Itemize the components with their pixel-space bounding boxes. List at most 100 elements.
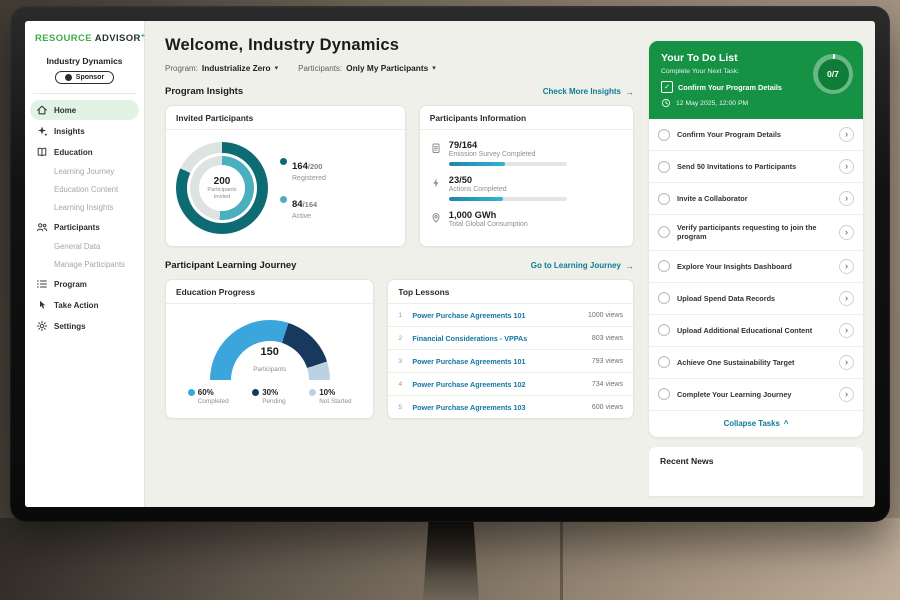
- stat-label: Actions Completed: [448, 186, 507, 193]
- task-list: Confirm Your Program Details › Send 50 I…: [649, 119, 863, 411]
- task-row[interactable]: Complete Your Learning Journey ›: [649, 379, 863, 411]
- sidebar-item-settings[interactable]: Settings: [30, 316, 139, 336]
- sidebar-item-program[interactable]: Program: [30, 274, 139, 294]
- sidebar-item-label: Program: [54, 279, 87, 289]
- donut-center-value: 200: [213, 175, 231, 187]
- sidebar-item-education[interactable]: Education: [30, 142, 139, 162]
- task-row[interactable]: Upload Additional Educational Content ›: [649, 315, 863, 347]
- stat-row-survey: 79/164 Emission Survey Completed: [430, 140, 623, 166]
- logo-resource: RESOURCE: [35, 33, 93, 44]
- sidebar-item-learning-insights[interactable]: Learning Insights: [30, 199, 139, 216]
- next-task-time: 12 May 2025, 12:00 PM: [661, 98, 801, 108]
- legend-item-registered: 164/200 Registered: [280, 156, 326, 182]
- legend-item-not-started: 10% Not Started: [309, 388, 352, 405]
- stat-row-consumption: 1,000 GWh Total Global Consumption: [430, 210, 623, 228]
- task-checkbox[interactable]: [658, 292, 670, 305]
- lesson-title-link[interactable]: Financial Considerations - VPPAs: [412, 333, 528, 343]
- task-checkbox[interactable]: [658, 388, 670, 401]
- sidebar-item-manage-participants[interactable]: Manage Participants: [30, 256, 139, 273]
- chevron-glyph: ›: [845, 161, 848, 171]
- legend-dot: [280, 196, 287, 203]
- lesson-title-link[interactable]: Power Purchase Agreements 102: [412, 379, 526, 389]
- invited-legend: 164/200 Registered 84/164 Active: [280, 156, 326, 220]
- section-title: Participant Learning Journey: [165, 260, 297, 271]
- task-checkbox[interactable]: [658, 160, 670, 173]
- chevron-right-icon[interactable]: ›: [839, 322, 854, 338]
- stat-value: 79/164: [448, 140, 478, 150]
- program-filter-dropdown[interactable]: Program: Industrialize Zero ▾: [165, 63, 278, 73]
- monitor-bezel: RESOURCE ADVISOR+ Industry Dynamics Spon…: [10, 6, 890, 522]
- donut-center: 200 Participants Invited: [199, 165, 245, 211]
- legend-dot: [309, 389, 317, 396]
- lesson-title-link[interactable]: Power Purchase Agreements 101: [412, 356, 526, 366]
- chevron-right-icon[interactable]: ›: [839, 159, 854, 174]
- task-checkbox[interactable]: [658, 226, 670, 239]
- next-task[interactable]: ✓ Confirm Your Program Details: [661, 81, 801, 93]
- main-content: Welcome, Industry Dynamics Program: Indu…: [145, 21, 647, 507]
- recent-news-title: Recent News: [660, 455, 714, 466]
- sidebar-item-participants[interactable]: Participants: [30, 217, 139, 237]
- task-checkbox[interactable]: [658, 356, 670, 369]
- sidebar-item-general-data[interactable]: General Data: [30, 238, 139, 255]
- sidebar-item-label: Education Content: [54, 185, 119, 194]
- sidebar-item-label: Settings: [54, 321, 86, 331]
- task-row[interactable]: Explore Your Insights Dashboard ›: [649, 251, 863, 283]
- chevron-right-icon[interactable]: ›: [839, 191, 854, 206]
- wall-seam: [560, 518, 563, 600]
- chevron-right-icon[interactable]: ›: [839, 224, 854, 240]
- education-legend: 60% Completed 30% Pending 10% Not Starte…: [176, 388, 363, 405]
- stat-row-actions: 23/50 Actions Completed: [430, 175, 623, 201]
- sponsor-badge[interactable]: Sponsor: [54, 71, 115, 84]
- chevron-right-icon[interactable]: ›: [839, 354, 854, 370]
- participants-filter-dropdown[interactable]: Participants: Only My Participants ▾: [298, 63, 436, 73]
- section-title: Program Insights: [165, 86, 244, 97]
- task-checkbox[interactable]: [658, 192, 670, 205]
- invited-participants-card: Invited Participants 200 Participants In…: [165, 105, 406, 247]
- lesson-views: 734 views: [591, 380, 623, 388]
- org-name: Industry Dynamics: [46, 56, 123, 66]
- go-to-learning-journey-link[interactable]: Go to Learning Journey →: [531, 261, 634, 271]
- sidebar-item-take-action[interactable]: Take Action: [30, 295, 139, 315]
- progress-fill: [448, 197, 504, 201]
- task-checkbox[interactable]: [658, 260, 670, 273]
- task-row[interactable]: Upload Spend Data Records ›: [649, 283, 863, 315]
- task-row[interactable]: Confirm Your Program Details ›: [649, 119, 863, 151]
- check-more-insights-link[interactable]: Check More Insights →: [543, 87, 634, 97]
- todo-header: Your To Do List Complete Your Next Task:…: [649, 41, 863, 119]
- task-label: Invite a Collaborator: [677, 193, 748, 203]
- lesson-title-link[interactable]: Power Purchase Agreements 101: [412, 310, 526, 320]
- chevron-right-icon[interactable]: ›: [839, 127, 854, 142]
- sidebar-item-insights[interactable]: Insights: [30, 121, 139, 141]
- task-row[interactable]: Invite a Collaborator ›: [649, 183, 863, 215]
- progress-fill: [448, 162, 506, 166]
- lesson-row: 4 Power Purchase Agreements 102 734 view…: [388, 373, 633, 396]
- task-row[interactable]: Achieve One Sustainability Target ›: [649, 347, 863, 379]
- sidebar-item-education-content[interactable]: Education Content: [30, 181, 139, 198]
- task-label: Upload Additional Educational Content: [677, 325, 813, 335]
- lesson-rank: 1: [398, 311, 403, 319]
- sidebar-item-home[interactable]: Home: [30, 100, 139, 120]
- lesson-views: 803 views: [591, 334, 623, 342]
- task-row[interactable]: Verify participants requesting to join t…: [649, 215, 863, 251]
- chevron-right-icon[interactable]: ›: [839, 258, 854, 274]
- stat-value: 23/50: [448, 175, 473, 185]
- collapse-tasks-button[interactable]: Collapse Tasks ^: [649, 411, 863, 437]
- sidebar-item-label: General Data: [54, 242, 101, 251]
- chevron-glyph: ›: [845, 292, 848, 303]
- progress-bar: [448, 197, 567, 201]
- checkbox-icon: ✓: [661, 81, 673, 93]
- card-title: Education Progress: [166, 280, 374, 304]
- task-label: Upload Spend Data Records: [677, 293, 776, 303]
- lesson-title-link[interactable]: Power Purchase Agreements 103: [412, 402, 526, 412]
- sidebar-item-learning-journey[interactable]: Learning Journey: [30, 163, 139, 180]
- invited-donut: 200 Participants Invited: [176, 142, 268, 234]
- sidebar-item-label: Participants: [54, 222, 100, 232]
- task-checkbox[interactable]: [658, 128, 670, 141]
- task-row[interactable]: Send 50 Invitations to Participants ›: [649, 151, 863, 183]
- chevron-right-icon[interactable]: ›: [839, 386, 854, 402]
- lesson-row: 1 Power Purchase Agreements 101 1000 vie…: [388, 304, 633, 327]
- lesson-row: 3 Power Purchase Agreements 101 793 view…: [388, 350, 633, 373]
- todo-card: Your To Do List Complete Your Next Task:…: [649, 41, 863, 437]
- chevron-right-icon[interactable]: ›: [839, 290, 854, 306]
- task-checkbox[interactable]: [658, 324, 670, 337]
